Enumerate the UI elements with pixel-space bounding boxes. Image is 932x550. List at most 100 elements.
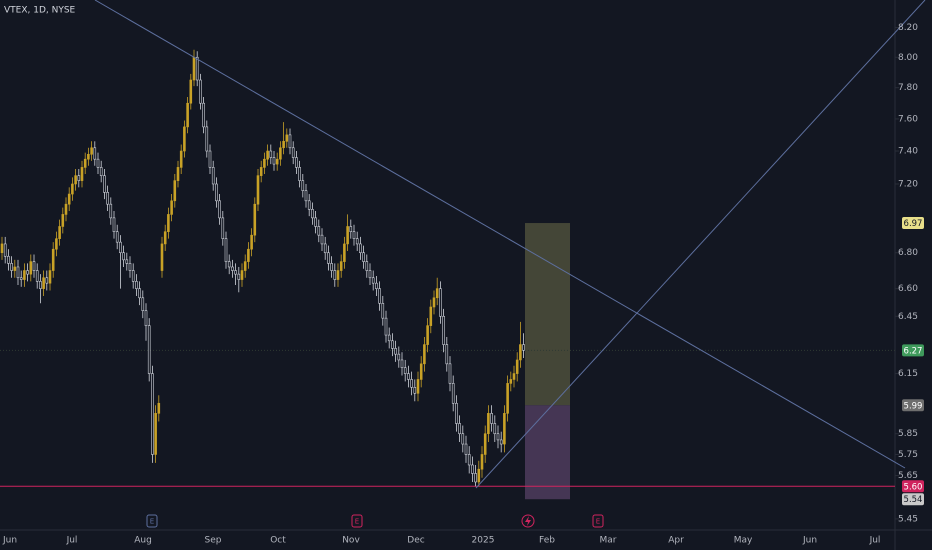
- candle-body: [138, 288, 141, 299]
- candle-body: [419, 363, 423, 380]
- candle-body: [215, 183, 218, 202]
- candle-body: [48, 270, 52, 284]
- candle-body: [474, 473, 477, 483]
- position-tool: [0, 223, 895, 500]
- candle-body: [163, 231, 167, 245]
- candle-body: [151, 373, 154, 455]
- candle-body: [74, 175, 77, 185]
- candle-body: [285, 134, 289, 142]
- candle-body: [64, 203, 68, 215]
- candle-body: [471, 464, 474, 474]
- candle-body: [307, 200, 311, 210]
- candle-body: [509, 379, 513, 384]
- candle-body: [490, 413, 493, 424]
- candle-body: [371, 277, 375, 284]
- candle-body: [3, 243, 7, 257]
- y-tick-label: 6.45: [898, 312, 918, 322]
- candle-body: [71, 183, 74, 195]
- candle-body: [10, 263, 13, 271]
- event-label: E: [150, 518, 154, 526]
- candle-body: [135, 281, 138, 289]
- candle-body: [131, 270, 135, 282]
- y-tick-label: 8.00: [898, 53, 918, 63]
- candle-body: [349, 226, 353, 232]
- candle-body: [0, 243, 4, 254]
- candle-body: [362, 252, 365, 262]
- candle-body: [67, 193, 71, 205]
- candle-body: [333, 270, 337, 280]
- candle-body: [234, 270, 237, 275]
- x-tick-label: Sep: [205, 536, 222, 546]
- candle-body: [240, 270, 244, 280]
- candle-body: [416, 379, 420, 394]
- candle-body: [503, 413, 506, 445]
- candle-body: [448, 363, 452, 384]
- candle-body: [275, 158, 279, 165]
- candle-body: [227, 261, 231, 268]
- candle-body: [147, 325, 151, 374]
- candle-body: [368, 270, 372, 279]
- candle-body: [16, 266, 20, 279]
- candle-body: [282, 141, 285, 149]
- candle-body: [90, 147, 93, 155]
- candle-body: [96, 158, 100, 168]
- candle-body: [455, 402, 458, 424]
- candle-body: [221, 217, 225, 239]
- candle-body: [58, 226, 61, 239]
- event-label: E: [355, 518, 359, 526]
- profit-zone: [525, 223, 570, 406]
- candle-body: [189, 79, 193, 104]
- y-tick-label: 5.85: [898, 429, 918, 439]
- price-badge-label: 5.60: [904, 482, 923, 492]
- x-tick-label: Jun: [802, 536, 817, 546]
- candle-body: [19, 277, 23, 280]
- candle-body: [435, 288, 439, 299]
- candle-body: [375, 282, 378, 289]
- candle-body: [339, 261, 343, 271]
- candle-body: [199, 79, 202, 104]
- candle-body: [496, 433, 500, 441]
- candle-body: [218, 200, 221, 219]
- candle-body: [83, 158, 87, 168]
- x-tick-label: Aug: [134, 536, 152, 546]
- candle-body: [112, 217, 116, 232]
- x-tick-label: Apr: [668, 536, 684, 546]
- candle-body: [410, 379, 413, 388]
- candle-body: [250, 234, 253, 250]
- chart-title: VTEX, 1D, NYSE: [4, 6, 76, 16]
- candle-body: [7, 255, 10, 264]
- candle-body: [426, 325, 429, 345]
- y-tick-label: 8.20: [898, 23, 918, 33]
- candle-body: [327, 252, 330, 264]
- candle-body: [515, 359, 519, 374]
- price-badge: [902, 344, 924, 357]
- candle-body: [13, 266, 17, 271]
- price-badge-label: 6.27: [904, 346, 923, 356]
- candle-body: [122, 252, 125, 261]
- candle-body: [298, 167, 301, 181]
- candle-body: [103, 175, 106, 193]
- candle-body: [179, 150, 183, 168]
- candle-body: [183, 126, 186, 152]
- candle-body: [352, 231, 356, 239]
- price-badge: [902, 493, 924, 506]
- candle-body: [487, 413, 490, 435]
- candle-body: [160, 243, 164, 271]
- trend-line: [475, 0, 926, 489]
- event-icon: [521, 514, 535, 528]
- candle-body: [461, 433, 465, 445]
- candle-body: [144, 310, 148, 326]
- candle-body: [519, 344, 522, 361]
- candle-body: [224, 238, 228, 262]
- candle-body: [211, 167, 215, 185]
- candle-body: [231, 266, 234, 271]
- event-marker: [146, 514, 158, 528]
- y-tick-label: 6.60: [898, 284, 918, 294]
- y-tick-label: 7.40: [898, 147, 918, 157]
- candle-body: [253, 203, 257, 236]
- candle-body: [384, 317, 388, 336]
- candle-body: [330, 263, 333, 271]
- candle-body: [23, 270, 26, 280]
